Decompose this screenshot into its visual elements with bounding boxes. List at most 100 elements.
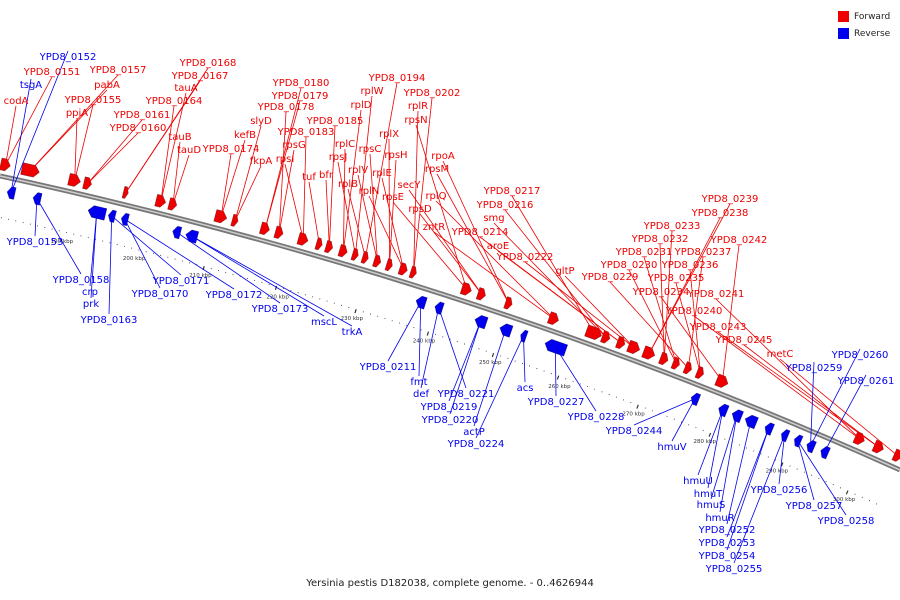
- tick-label: 300 kbp: [833, 497, 856, 503]
- reverse-gene-label: YPD8_0253: [698, 538, 756, 549]
- reverse-gene-label: acs: [517, 383, 534, 394]
- label-leader-lines: [5, 50, 899, 564]
- leader-line: [124, 218, 235, 290]
- leader-line: [342, 148, 346, 252]
- reverse-gene-label: YPD8_0170: [131, 289, 189, 300]
- leader-line: [369, 153, 378, 262]
- forward-gene-label: YPD8_0236: [661, 260, 719, 271]
- tick-mark: [708, 432, 712, 437]
- forward-gene-label: tuf: [302, 172, 316, 183]
- forward-gene-arrow: [167, 197, 178, 211]
- reverse-gene-arrow: [520, 329, 529, 343]
- reverse-gene-arrow: [820, 446, 831, 460]
- tick-mark: [426, 331, 430, 336]
- forward-gene-label: rplC: [335, 139, 355, 150]
- legend-item-reverse: Reverse: [838, 26, 898, 41]
- leader-line: [717, 331, 880, 448]
- reverse-gene-label: YPD8_0228: [567, 412, 625, 423]
- leader-line: [328, 125, 336, 248]
- forward-gene-label: rplE: [372, 168, 392, 179]
- leader-line: [111, 215, 182, 276]
- gene-labels: codA YPD8_0151 YPD8_0157 pabA YPD8_0155 ppiA Y…: [4, 52, 895, 575]
- forward-gene-label: YPD8_0185: [306, 116, 364, 127]
- forward-gene-label: YPD8_0222: [496, 252, 554, 263]
- leader-line: [284, 163, 304, 240]
- forward-gene-label: YPD8_0233: [643, 221, 701, 232]
- leader-line: [715, 298, 861, 440]
- tick-mark: [556, 375, 560, 380]
- reverse-gene-label: hmuT: [694, 489, 723, 500]
- reverse-gene-arrow: [806, 440, 817, 454]
- reverse-gene-label: tsgA: [20, 80, 42, 91]
- reverse-gene-label: YPD8_0256: [750, 485, 808, 496]
- forward-gene-arrow: [67, 173, 81, 187]
- leader-line: [659, 243, 665, 360]
- leader-line: [418, 301, 422, 377]
- leader-line: [124, 218, 161, 289]
- forward-gene-arrow: [503, 296, 513, 310]
- tick-mark: [636, 404, 639, 409]
- reverse-gene-label: YPD8_0224: [447, 439, 505, 450]
- forward-gene-label: YPD8_0241: [687, 289, 745, 300]
- leader-line: [707, 409, 724, 489]
- leader-line: [633, 398, 696, 426]
- leader-line: [442, 160, 510, 304]
- forward-gene-arrow: [372, 254, 381, 268]
- forward-gene-label: YPD8_0239: [701, 194, 759, 205]
- leader-line: [74, 117, 78, 181]
- leader-line: [36, 198, 82, 275]
- leader-line: [810, 361, 815, 447]
- leader-line: [448, 321, 481, 402]
- forward-gene-arrow: [408, 265, 417, 279]
- reverse-gene-label: YPD8_0227: [527, 397, 585, 408]
- forward-gene-label: YPD8_0217: [483, 186, 541, 197]
- reverse-gene-arrow: [499, 323, 514, 338]
- leader-line: [347, 188, 366, 258]
- reverse-gene-arrow: [731, 409, 744, 424]
- leader-line: [797, 440, 815, 501]
- reverse-gene-arrow: [87, 205, 108, 221]
- leader-line: [733, 434, 785, 564]
- forward-gene-label: YPD8_0229: [581, 272, 639, 283]
- leader-line: [415, 124, 468, 290]
- leader-line: [413, 110, 419, 273]
- forward-gene-label: zntR: [423, 222, 446, 233]
- tick-label: 240 kbp: [413, 338, 436, 344]
- leader-line: [125, 80, 201, 193]
- forward-gene-label: YPD8_0237: [674, 247, 732, 258]
- leader-line: [74, 104, 94, 181]
- forward-gene-label: YPD8_0242: [710, 235, 768, 246]
- forward-gene-label: YPD8_0168: [179, 58, 237, 69]
- reverse-gene-label: YPD8_0211: [359, 362, 417, 373]
- leader-line: [365, 82, 398, 258]
- leader-line: [108, 215, 113, 315]
- leader-line: [473, 329, 506, 427]
- leader-line: [264, 100, 301, 229]
- tick-mark: [845, 490, 849, 495]
- leader-line: [671, 398, 696, 442]
- reverse-gene-label: crp: [82, 287, 98, 298]
- reverse-gene-label: YPD8_0152: [39, 52, 97, 63]
- forward-gene-label: YPD8_0214: [451, 227, 509, 238]
- leader-line: [810, 348, 861, 447]
- leader-line: [497, 250, 622, 344]
- reverse-gene-label: YPD8_0259: [785, 363, 843, 374]
- forward-gene-label: YPD8_0160: [109, 123, 167, 134]
- leader-line: [160, 92, 187, 202]
- forward-gene-label: YPD8_0157: [89, 65, 147, 76]
- leader-line: [433, 231, 555, 320]
- leader-line: [420, 307, 440, 389]
- legend-reverse-label: Reverse: [854, 28, 891, 39]
- reverse-gene-label: def: [413, 389, 430, 400]
- leader-line: [628, 269, 677, 364]
- forward-gene-arrow: [584, 324, 602, 340]
- leader-line: [392, 201, 468, 290]
- leader-line: [10, 78, 32, 193]
- forward-gene-arrow: [20, 162, 40, 178]
- forward-gene-label: YPD8_0155: [64, 95, 122, 106]
- reverse-gene-label: prk: [83, 299, 99, 310]
- reverse-swatch: [838, 28, 849, 39]
- reverse-gene-label: YPD8_0173: [251, 304, 309, 315]
- leader-line: [387, 301, 422, 362]
